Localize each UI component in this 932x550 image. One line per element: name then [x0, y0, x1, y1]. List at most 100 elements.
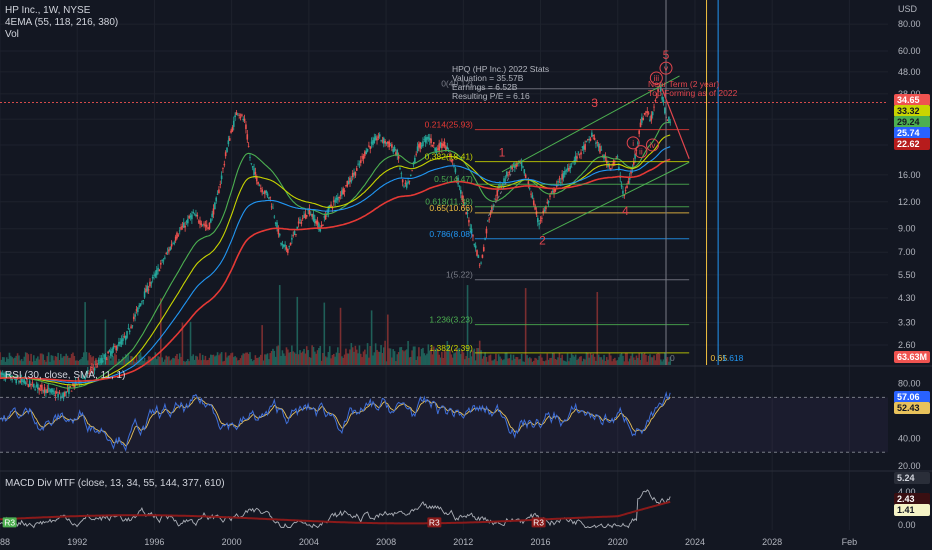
wave-label: iv [649, 140, 656, 150]
macd-title[interactable]: MACD Div MTF (close, 13, 34, 55, 144, 37… [5, 478, 225, 489]
candle [34, 389, 36, 391]
candle [3, 373, 5, 378]
volume-title[interactable]: Vol [5, 29, 19, 40]
rsi-pane[interactable] [0, 391, 888, 453]
volume-bar [343, 354, 346, 365]
candle [146, 285, 149, 292]
rsi-title[interactable]: RSI (30, close, SMA, 11, 1) [5, 370, 126, 381]
volume-bar [555, 359, 558, 365]
volume-bar [561, 354, 563, 365]
candle [99, 361, 101, 363]
candle [242, 118, 245, 121]
volume-bar [1, 357, 4, 365]
volume-bar [307, 350, 309, 365]
volume-bar [131, 356, 134, 365]
price-axis-tick: 9.00 [898, 224, 916, 234]
candle [653, 106, 655, 108]
candle [235, 112, 238, 116]
volume-bar [653, 355, 655, 365]
candle [107, 351, 109, 354]
volume-bar [593, 356, 596, 365]
candle [166, 251, 169, 253]
candle [270, 206, 273, 208]
volume-bar [401, 350, 404, 365]
price-axis-unit: USD [898, 4, 918, 14]
candle [376, 138, 378, 141]
volume-bar [265, 354, 268, 365]
rsi-axis-tick: 40.00 [898, 434, 921, 444]
volume-bar [515, 356, 517, 365]
volume-bar [453, 353, 455, 365]
volume-bar [143, 357, 146, 365]
drawings[interactable] [487, 75, 690, 236]
candle [32, 383, 35, 388]
volume-bar [496, 361, 499, 365]
candle [339, 195, 342, 197]
candle [370, 141, 373, 144]
candle [111, 348, 113, 354]
volume-bar [85, 352, 88, 365]
candle [265, 190, 268, 194]
candle [599, 146, 601, 153]
time-axis-tick: 2024 [685, 537, 705, 547]
volume-bar [634, 359, 636, 365]
volume-bar [193, 359, 196, 365]
candle [395, 152, 397, 155]
candle [549, 195, 551, 197]
volume-bar [553, 353, 555, 365]
volume-bar [451, 357, 454, 365]
macd-pane[interactable]: R3 R3 R3 [0, 489, 671, 529]
volume-bar [595, 360, 597, 365]
candle [585, 140, 588, 142]
candle [143, 291, 146, 298]
volume-bar [466, 285, 469, 365]
candle [308, 208, 311, 215]
indicator-title[interactable]: 4EMA (55, 118, 216, 380) [5, 17, 119, 28]
candle [310, 214, 312, 216]
volume-bar [564, 360, 566, 365]
candle [485, 228, 488, 234]
candle [41, 384, 43, 391]
price-axis-tick: 4.30 [898, 293, 916, 303]
volume-bar [314, 351, 316, 365]
candle [238, 114, 240, 116]
candle [273, 216, 276, 218]
volume-bar [364, 349, 366, 365]
candle [355, 168, 358, 171]
volume-bar [169, 360, 172, 365]
volume-bar [570, 353, 573, 365]
volume-bar [254, 355, 257, 365]
channel-upper-line [501, 75, 680, 173]
candle [408, 180, 411, 182]
candle [537, 218, 539, 223]
candle [53, 391, 55, 395]
candle [423, 139, 426, 141]
volume-bar [450, 354, 453, 365]
candle [108, 350, 111, 352]
volume-bar [312, 346, 315, 365]
candle [337, 197, 339, 201]
candle [201, 224, 204, 226]
volume-bar [150, 358, 153, 365]
symbol-title[interactable]: HP Inc., 1W, NYSE [5, 5, 91, 16]
volume-bar [241, 355, 243, 365]
price-candles[interactable] [0, 82, 672, 402]
candle [170, 244, 173, 247]
candle [264, 190, 266, 194]
candle [626, 185, 628, 189]
fib-levels[interactable]: 0(40.12) 0.214(25.93) 0.382(18.41) 0.5(14.4… [425, 0, 744, 365]
candle [138, 305, 140, 308]
volume-bar [89, 355, 92, 365]
candle [82, 377, 85, 379]
volume-bar [430, 347, 432, 365]
time-axis-tick: Feb [842, 537, 858, 547]
candle [285, 246, 288, 250]
candle [642, 118, 645, 121]
candle [392, 148, 395, 153]
fib-level-label: 0.214(25.93) [425, 120, 473, 130]
candle [296, 226, 299, 231]
candle [323, 216, 326, 218]
volume-bar [285, 347, 288, 365]
